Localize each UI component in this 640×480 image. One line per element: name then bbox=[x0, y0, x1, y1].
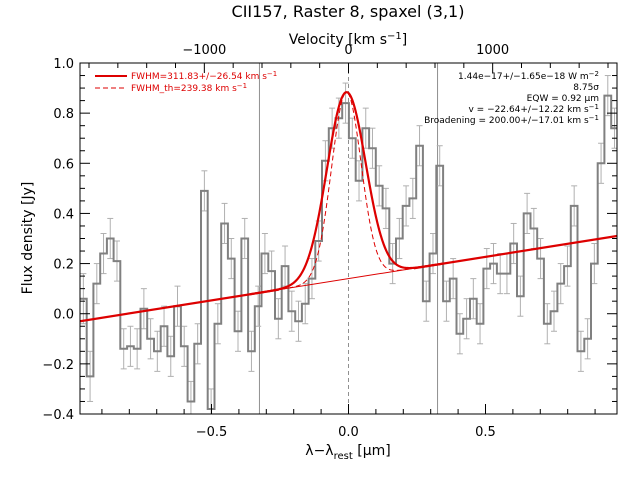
annotation-3-main: v = −22.64+/−12.22 km s bbox=[469, 105, 589, 115]
errorbar bbox=[632, 183, 638, 223]
fit-line bbox=[249, 91, 444, 296]
y-tick-label: 0.4 bbox=[53, 207, 74, 222]
y-tick-label: −0.2 bbox=[42, 358, 74, 373]
y-tick-label: 1.0 bbox=[53, 57, 74, 72]
legend-fit-label: FWHM=311.83+/−26.54 km s−1 bbox=[131, 70, 277, 82]
annotation-0-main: 1.44e−17+/−1.65e−18 W m bbox=[458, 72, 589, 82]
chart-title: CII157, Raster 8, spaxel (3,1) bbox=[232, 2, 465, 21]
top-x-axis-title-end: ] bbox=[402, 32, 407, 48]
annotation-4-main: Broadening = 200.00+/−17.01 km s bbox=[424, 116, 589, 126]
axes: −0.5 0.0 0.5 −0.4 −0.2 0.0 0.2 0.4 0.6 0.8 1.0 −100… bbox=[42, 43, 618, 440]
x-axis-title-sub: rest bbox=[334, 451, 353, 462]
top-x-tick-label: 1000 bbox=[476, 43, 509, 58]
annotation-4-sup: −1 bbox=[589, 114, 599, 122]
y-tick-label: 0.6 bbox=[53, 157, 74, 172]
annotation-2-main: EQW = 0.92 µm bbox=[527, 94, 599, 104]
x-tick-label: 0.0 bbox=[338, 425, 359, 440]
annotation-0-sup: −2 bbox=[589, 70, 599, 78]
y-tick-label: 0.2 bbox=[53, 258, 74, 273]
plot-area bbox=[80, 63, 638, 414]
continuum-left-wing bbox=[80, 288, 279, 323]
annotation-3: v = −22.64+/−12.22 km s−1 bbox=[469, 103, 600, 115]
y-axis-title: Flux density [Jy] bbox=[20, 182, 36, 295]
x-axis-title-main: λ−λ bbox=[305, 443, 333, 459]
continuum-right-wing bbox=[413, 234, 617, 270]
y-tick-label: 0.0 bbox=[53, 308, 74, 323]
legend-fit-label-main: FWHM=311.83+/−26.54 km s bbox=[131, 72, 267, 82]
y-tick-label: −0.4 bbox=[42, 408, 74, 423]
spectrum-line bbox=[80, 94, 617, 410]
errorbar bbox=[625, 228, 631, 268]
legend-fit-th-label-main: FWHM_th=239.38 km s bbox=[131, 84, 237, 94]
annotation-0: 1.44e−17+/−1.65e−18 W m−2 bbox=[458, 70, 599, 82]
annotation-2: EQW = 0.92 µm bbox=[527, 94, 599, 104]
annotation-4: Broadening = 200.00+/−17.01 km s−1 bbox=[424, 114, 599, 126]
annotation-1-main: 8.75σ bbox=[573, 83, 599, 93]
x-tick-label: −0.5 bbox=[196, 425, 228, 440]
x-tick-label: 0.5 bbox=[475, 425, 496, 440]
legend-fit-th-label-sup: −1 bbox=[237, 82, 247, 90]
legend-fit-label-sup: −1 bbox=[267, 70, 277, 78]
errorbar bbox=[618, 176, 624, 216]
legend-fit-th-label: FWHM_th=239.38 km s−1 bbox=[131, 82, 247, 94]
annotation-1: 8.75σ bbox=[573, 83, 599, 93]
legend: FWHM=311.83+/−26.54 km s−1FWHM_th=239.38… bbox=[95, 70, 277, 94]
top-x-axis-title: Velocity [km s−1] bbox=[289, 31, 408, 48]
top-x-axis-title-sup: −1 bbox=[387, 31, 402, 42]
top-x-tick-label: −1000 bbox=[182, 43, 226, 58]
y-tick-label: 0.8 bbox=[53, 107, 74, 122]
top-x-axis-title-main: Velocity [km s bbox=[289, 32, 387, 48]
top-x-tick-label: 0 bbox=[344, 43, 352, 58]
fit-th-line bbox=[272, 91, 421, 292]
x-axis-title-unit: [µm] bbox=[353, 443, 391, 459]
annotation-3-sup: −1 bbox=[589, 103, 599, 111]
x-axis-title: λ−λrest [µm] bbox=[305, 443, 390, 462]
